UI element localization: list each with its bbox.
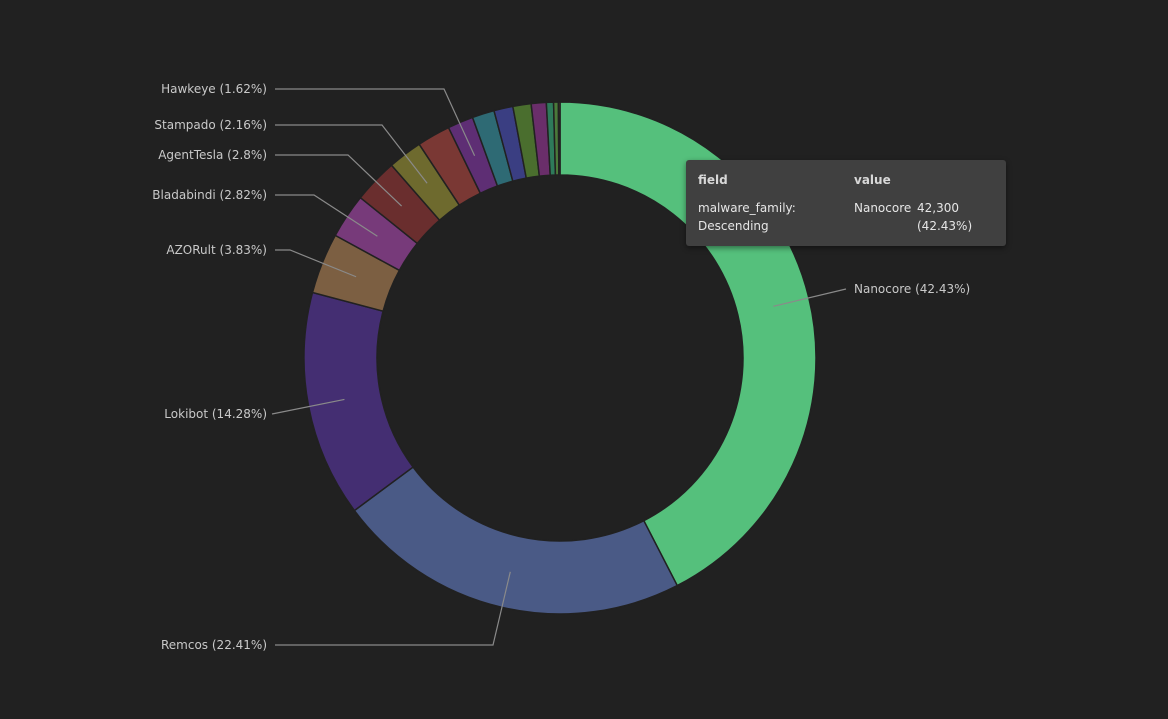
slice-label-stampado: Stampado (2.16%): [154, 118, 267, 132]
leader-line-remcos: [275, 571, 511, 646]
leader-line-agenttesla: [275, 154, 403, 207]
chart-tooltip: field value malware_family: Descending N…: [686, 160, 1006, 246]
leader-line-lokibot: [271, 398, 345, 415]
leader-line-nanocore: [773, 288, 847, 307]
slice-label-azorult: AZORult (3.83%): [166, 243, 267, 257]
tooltip-term-value: Nanocore: [854, 201, 912, 215]
donut-slice-remcos[interactable]: [353, 465, 679, 615]
tooltip-percent: (42.43%): [917, 219, 973, 233]
tooltip-value-header: value: [854, 173, 891, 187]
slice-label-remcos: Remcos (22.41%): [161, 638, 267, 652]
tooltip-count: 42,300: [917, 201, 959, 215]
leader-line-bladabindi: [275, 194, 378, 237]
tooltip-field-header: field: [698, 173, 728, 187]
tooltip-term: Nanocore: [854, 199, 911, 217]
slice-labels-layer: Nanocore (42.43%) Remcos (22.41%) Lokibot …: [152, 82, 970, 652]
slice-label-nanocore: Nanocore (42.43%): [854, 282, 970, 296]
tooltip-metric: 42,300 (42.43%): [917, 199, 972, 235]
leader-line-stampado: [275, 124, 428, 184]
tooltip-field-name: malware_family: Descending: [698, 199, 796, 235]
leader-line-hawkeye: [275, 88, 476, 157]
slice-label-hawkeye: Hawkeye (1.62%): [161, 82, 267, 96]
leader-line-azorult: [275, 249, 357, 278]
slice-label-lokibot: Lokibot (14.28%): [164, 407, 267, 421]
leader-lines-layer: [271, 88, 847, 646]
donut-slice-15[interactable]: [557, 101, 561, 176]
slice-label-agenttesla: AgentTesla (2.8%): [158, 148, 267, 162]
tooltip-field-name-line2: Descending: [698, 219, 769, 233]
slice-label-bladabindi: Bladabindi (2.82%): [152, 188, 267, 202]
donut-slice-lokibot[interactable]: [303, 291, 415, 512]
tooltip-field-name-line1: malware_family:: [698, 201, 796, 215]
